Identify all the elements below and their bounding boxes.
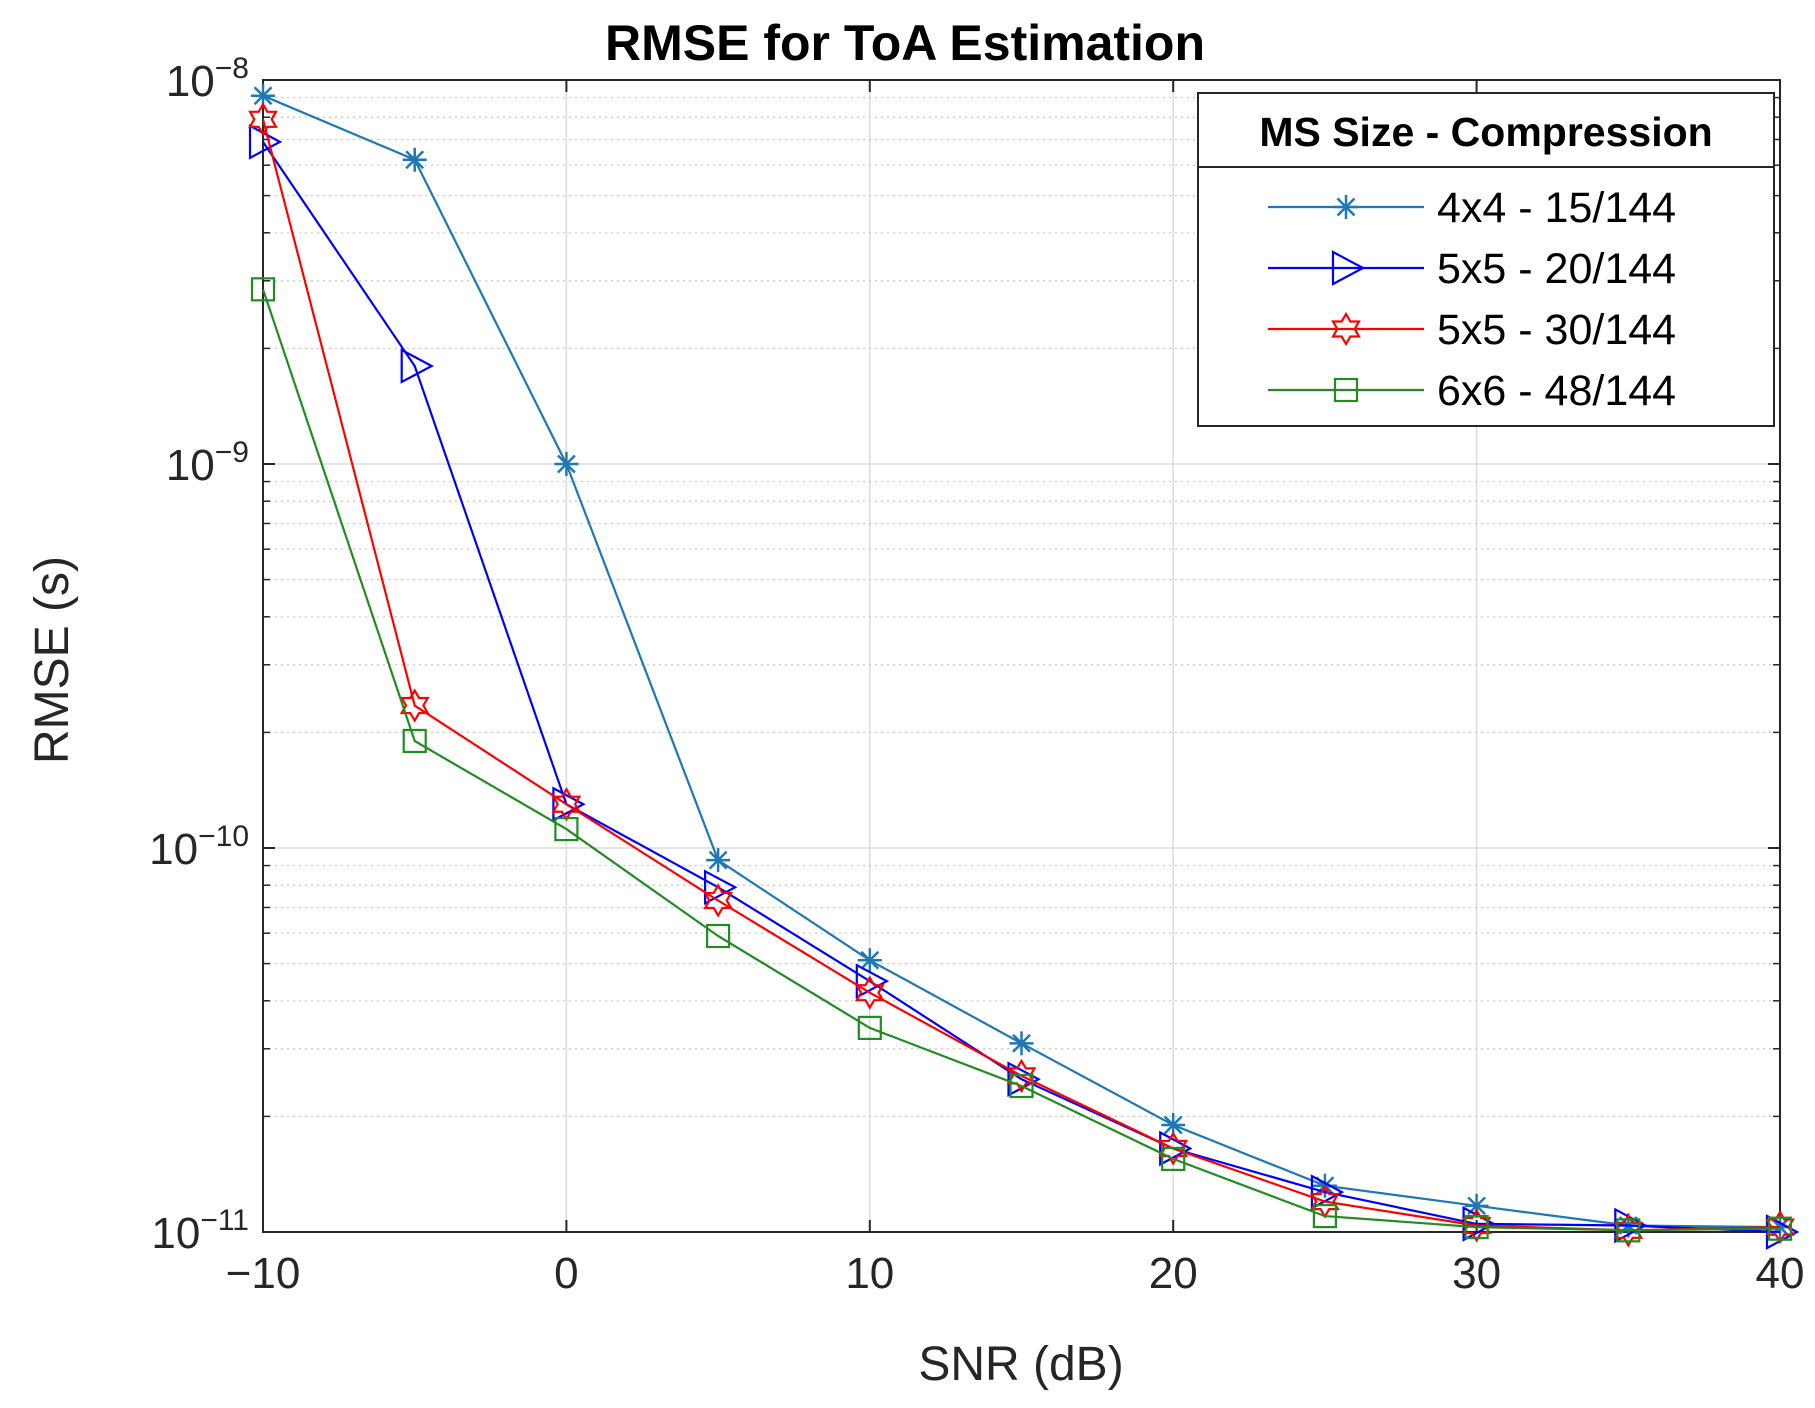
series-4	[250, 277, 1793, 1243]
legend-label: 6x6 - 48/144	[1437, 367, 1676, 415]
triangle-marker	[400, 348, 435, 384]
hexagram-marker	[1331, 311, 1361, 347]
legend-entry: 5x5 - 30/144	[1268, 306, 1676, 354]
x-tick-label: 30	[1452, 1249, 1501, 1298]
y-axis-label: RMSE (s)	[26, 556, 79, 764]
hexagram-marker	[703, 883, 733, 918]
hexagram-marker	[1158, 1131, 1189, 1166]
square-marker	[250, 277, 276, 302]
legend-entry: 6x6 - 48/144	[1268, 367, 1676, 415]
hexagram-marker	[1461, 1208, 1492, 1243]
square-marker	[1464, 1214, 1489, 1240]
hexagram-marker	[551, 787, 582, 822]
asterisk-marker	[1334, 195, 1358, 219]
legend-box	[1197, 92, 1775, 427]
triangle-marker	[1310, 1174, 1345, 1210]
x-tick-label: 10	[845, 1249, 894, 1298]
x-axis-label: SNR (dB)	[918, 1338, 1123, 1391]
square-marker	[857, 1015, 882, 1041]
hexagram-marker	[248, 102, 278, 137]
asterisk-marker	[402, 147, 427, 172]
asterisk-stroke	[1012, 1033, 1031, 1053]
legend-label: 4x4 - 15/144	[1437, 184, 1676, 232]
asterisk-marker	[857, 948, 882, 973]
legend-entry: 4x4 - 15/144	[1268, 184, 1676, 232]
x-tick-label: 40	[1756, 1249, 1805, 1298]
square-marker	[554, 817, 579, 842]
hexagram-marker	[1765, 1209, 1795, 1245]
square-marker	[1161, 1146, 1186, 1172]
square-marker	[1009, 1073, 1034, 1099]
asterisk-stroke	[557, 454, 576, 474]
asterisk-stroke	[708, 850, 728, 870]
square-marker	[1333, 377, 1359, 403]
y-tick-label: 10−11	[151, 1204, 249, 1258]
axis-ticks: −10 0 10 20 30 40 10−8 10−9 10−10 10−11	[149, 52, 1804, 1298]
square-marker	[1312, 1204, 1338, 1229]
y-tick-label: 10−8	[166, 52, 249, 106]
y-tick-label: 10−10	[149, 820, 249, 874]
hexagram-marker	[1006, 1058, 1037, 1094]
asterisk-stroke	[405, 150, 425, 170]
legend-title: MS Size - Compression	[1259, 109, 1712, 155]
asterisk-stroke	[253, 86, 273, 106]
hexagram-marker	[1613, 1213, 1644, 1248]
x-tick-label: −10	[226, 1249, 301, 1298]
series-layer	[248, 83, 1800, 1250]
legend: MS Size - Compression 4x4 - 15/144 5x5 - …	[1197, 92, 1775, 427]
asterisk-marker	[554, 452, 579, 476]
x-tick-label: 20	[1149, 1249, 1198, 1298]
x-tick-label: 0	[554, 1249, 578, 1298]
legend-entry: 5x5 - 20/144	[1268, 245, 1676, 293]
asterisk-stroke	[1163, 1115, 1183, 1135]
triangle-marker	[248, 124, 283, 160]
series-line	[261, 288, 1781, 1232]
hexagram-marker	[854, 975, 885, 1010]
triangle-marker	[855, 963, 890, 999]
legend-label: 5x5 - 20/144	[1437, 245, 1676, 293]
hexagram-marker	[399, 688, 430, 723]
legend-entries: 4x4 - 15/144 5x5 - 20/144 5x5 - 30/144 6x6 …	[1268, 184, 1676, 415]
plot-frame	[262, 79, 1781, 1233]
square-marker	[402, 728, 427, 754]
asterisk-marker	[706, 848, 731, 873]
asterisk-stroke	[1336, 197, 1356, 217]
square-marker	[1616, 1218, 1641, 1243]
chart-title: RMSE for ToA Estimation	[605, 15, 1205, 71]
legend-label: 5x5 - 30/144	[1437, 306, 1676, 354]
square-marker	[1767, 1216, 1793, 1241]
asterisk-stroke	[860, 950, 880, 970]
y-tick-label: 10−9	[166, 436, 249, 490]
square-marker	[705, 923, 731, 949]
series-line	[262, 141, 1781, 1234]
triangle-marker	[1331, 250, 1366, 286]
asterisk-marker	[1009, 1031, 1034, 1056]
triangle-marker	[703, 869, 738, 906]
triangle-marker	[552, 786, 586, 823]
triangle-marker	[1159, 1130, 1193, 1167]
